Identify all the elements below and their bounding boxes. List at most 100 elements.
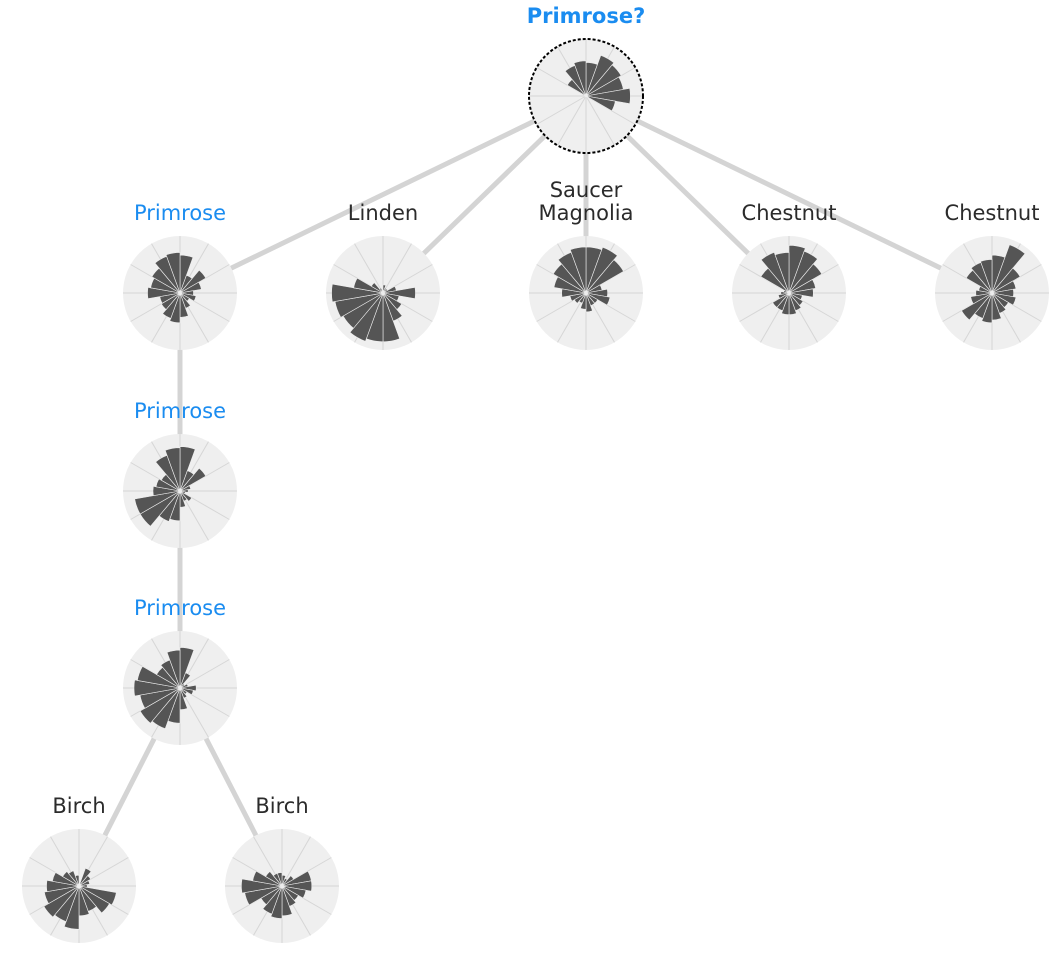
node-label: Saucer Magnolia <box>538 178 633 225</box>
node-chestnut-2[interactable]: Chestnut <box>935 201 1049 350</box>
query-ring <box>528 38 644 154</box>
rose-petal <box>777 292 790 299</box>
rose-petal <box>166 649 181 689</box>
rose-petal <box>331 283 384 303</box>
node-label-line: Primrose <box>134 201 226 225</box>
rose-petal <box>585 87 631 105</box>
rose-petal <box>379 287 384 294</box>
rose-petal <box>78 885 117 906</box>
rose-petal <box>772 292 790 308</box>
rose-petal <box>265 871 283 887</box>
node-label-line: Primrose <box>134 399 226 423</box>
node-birch-2[interactable]: Birch <box>225 794 339 943</box>
node-label-line: Primrose <box>134 596 226 620</box>
rose-petal <box>585 246 618 294</box>
rose-petal <box>980 259 993 294</box>
rose-gridline <box>354 243 384 294</box>
rose-petal <box>585 64 622 97</box>
rose-petal <box>179 672 191 689</box>
rose-petal <box>134 490 181 515</box>
node-label-line: Birch <box>255 794 308 818</box>
node-birch-1[interactable]: Birch <box>22 794 136 943</box>
rose-petal <box>179 684 197 692</box>
rose-petal <box>262 885 283 915</box>
rose-petal <box>569 246 587 294</box>
rose-petal <box>281 880 313 892</box>
rose-petal <box>788 288 814 298</box>
rose-petal <box>585 259 624 294</box>
rose-petal <box>381 289 384 294</box>
rose-petal <box>370 282 384 294</box>
rose-petal <box>252 870 283 887</box>
rose-petal <box>276 872 283 887</box>
rose-petal <box>788 250 818 294</box>
node-label: Birch <box>52 794 105 818</box>
rose-petal <box>165 252 181 294</box>
rose-petal <box>74 874 80 887</box>
rose-petal <box>991 280 1017 294</box>
node-label-line: Linden <box>348 201 418 225</box>
rose-petal <box>78 875 92 887</box>
rose-petal <box>179 485 192 492</box>
node-root[interactable]: Primrose? <box>527 4 646 154</box>
node-label: Chestnut <box>945 201 1040 225</box>
rose-petal <box>970 292 993 305</box>
rose-gridline <box>585 95 615 146</box>
rose-petal <box>573 60 587 97</box>
rose-petal <box>152 485 181 497</box>
rose-petal <box>43 885 80 905</box>
rose-petal <box>179 281 202 294</box>
rose-petal <box>133 679 181 697</box>
rose-petal <box>162 292 181 319</box>
rose-gridline <box>179 659 230 689</box>
rose-gridline <box>382 243 412 294</box>
rose-petal <box>241 878 283 894</box>
node-label: Chestnut <box>742 201 837 225</box>
rose-petal <box>975 289 993 297</box>
node-label: Primrose <box>134 399 226 423</box>
rose-petal <box>78 880 91 887</box>
node-label-line: Chestnut <box>742 201 837 225</box>
rose-petal <box>382 287 416 299</box>
rose-petal <box>774 252 790 294</box>
rose-petal <box>353 277 384 294</box>
rose-petal <box>43 885 80 918</box>
node-label: Primrose <box>134 201 226 225</box>
rose-petal <box>585 54 615 97</box>
rose-petal <box>585 95 616 112</box>
rose-gridline <box>281 836 311 887</box>
rose-petal <box>46 880 80 892</box>
node-label-line: Birch <box>52 794 105 818</box>
node-label: Primrose <box>134 596 226 620</box>
node-saucer-magnolia[interactable]: Saucer Magnolia <box>529 178 643 350</box>
rose-petal <box>78 885 110 914</box>
rose-petal <box>281 885 307 899</box>
node-label: Birch <box>255 794 308 818</box>
node-label: Linden <box>348 201 418 225</box>
node-label-line: Magnolia <box>538 201 633 225</box>
rose-petal <box>179 489 189 493</box>
rose-petal <box>179 490 193 502</box>
node-chestnut-1[interactable]: Chestnut <box>732 201 846 350</box>
edge-root-chestnut-2 <box>583 93 995 296</box>
rose-petal <box>139 687 181 724</box>
rose-gridline <box>536 95 587 125</box>
rose-petal <box>991 244 1026 294</box>
rose-petal <box>349 292 384 342</box>
rose-petal <box>164 447 181 492</box>
rose-petal <box>136 665 181 689</box>
node-primrose-2[interactable]: Primrose <box>123 399 237 548</box>
node-primrose-3[interactable]: Primrose <box>123 596 237 745</box>
node-linden[interactable]: Linden <box>326 201 440 350</box>
rose-petal <box>160 292 181 311</box>
rose-petal <box>78 867 92 887</box>
rose-petal <box>788 279 817 294</box>
rose-gridline <box>557 95 587 146</box>
rose-petal <box>179 269 207 294</box>
rose-petal <box>68 870 80 887</box>
rose-petal <box>155 478 181 492</box>
node-primrose-1[interactable]: Primrose <box>123 201 237 350</box>
node-label: Primrose? <box>527 4 646 28</box>
